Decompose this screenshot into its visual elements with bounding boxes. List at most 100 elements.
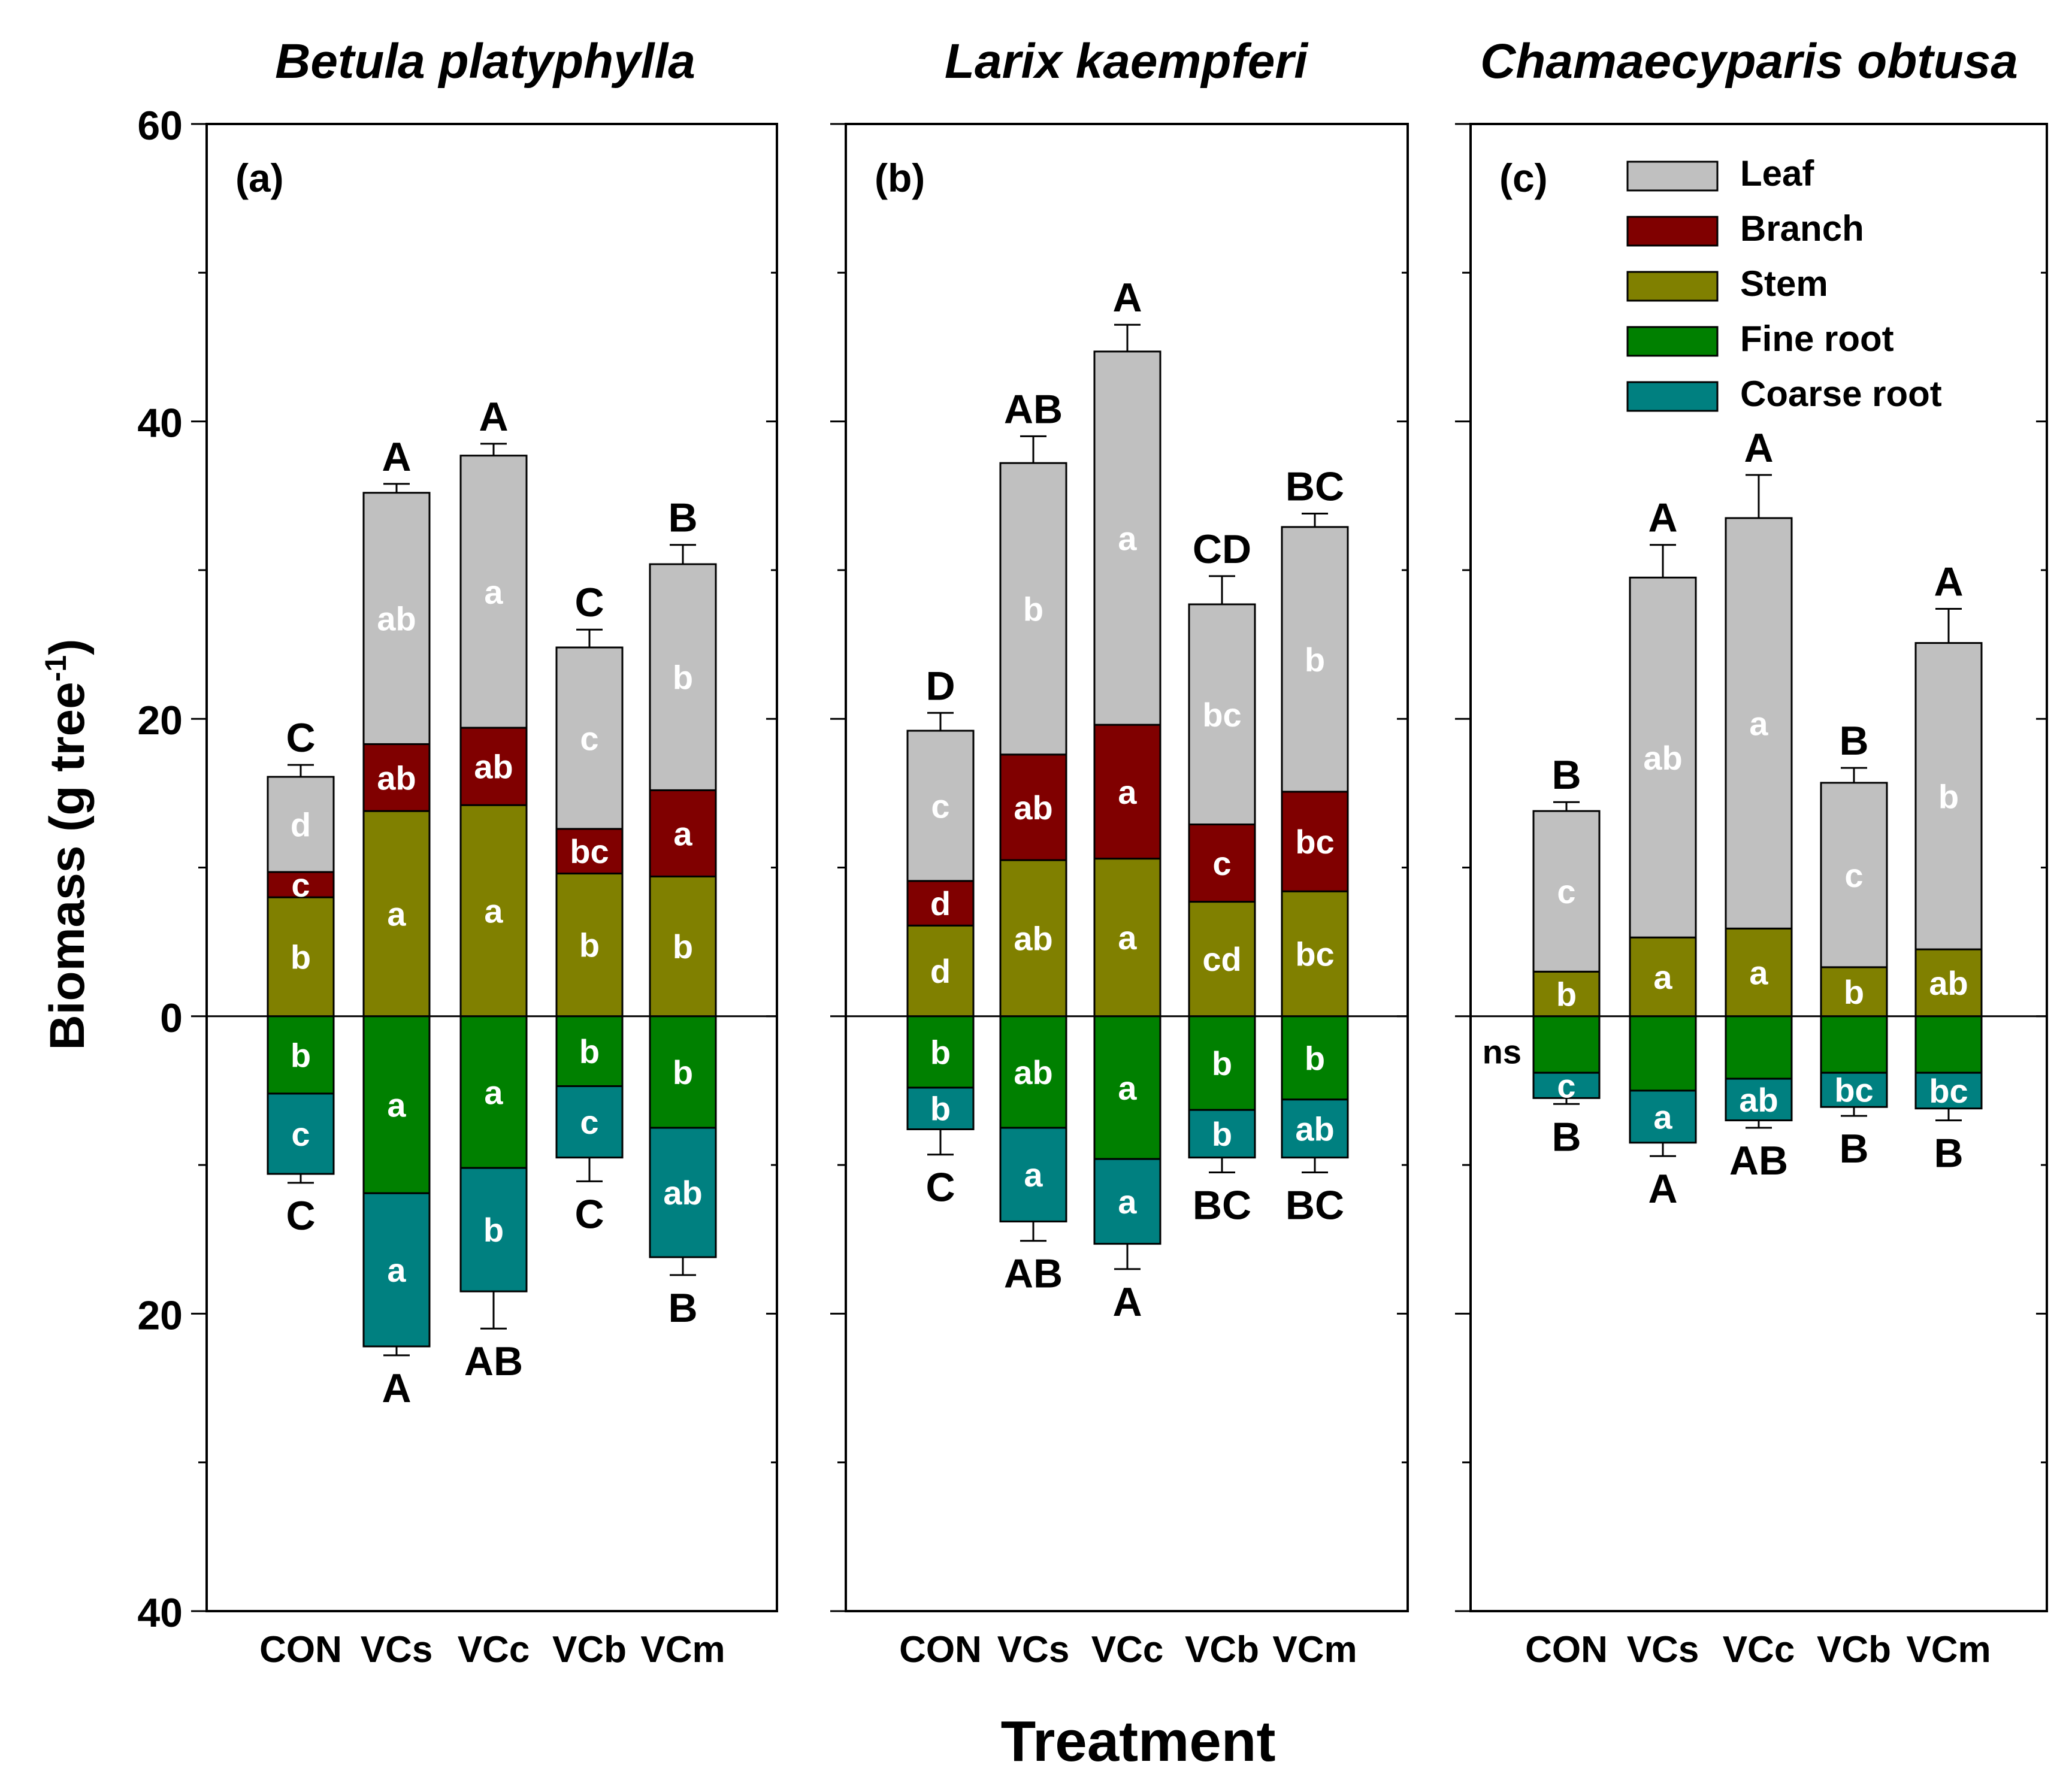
bar-stem [1093, 858, 1161, 1018]
bar-coarse-root [1532, 1071, 1601, 1099]
segment-letter-stem: b [1844, 973, 1864, 1011]
segment-letter-coarse-root: b [483, 1211, 504, 1249]
segment-letter-leaf: b [1938, 777, 1959, 815]
total-letter-above: CD [1193, 526, 1251, 572]
x-axis-label: Treatment [1001, 1709, 1276, 1773]
x-tick-label-con: CON [1525, 1629, 1608, 1670]
segment-letter-leaf: ab [1643, 739, 1682, 777]
bar-coarse-root [1093, 1158, 1161, 1245]
total-letter-below: A [1112, 1279, 1142, 1325]
bar-coarse-root [1188, 1109, 1256, 1159]
segment-letter-branch: bc [1295, 823, 1334, 861]
panel-title: Chamaecyparis obtusa [1480, 34, 2018, 89]
bar-leaf [999, 462, 1067, 756]
x-tick-label-vcb: VCb [552, 1629, 627, 1670]
legend-label-stem: Stem [1740, 264, 1828, 304]
segment-letter-leaf: b [1023, 590, 1043, 628]
total-letter-below: A [382, 1366, 411, 1411]
bar-group-vcc: a a Aab AB [1725, 425, 1793, 1183]
bar-coarse-root [1629, 1089, 1697, 1144]
segment-letter-fine-root: b [673, 1054, 693, 1091]
bar-stem [1914, 948, 1983, 1018]
x-tick-label-con: CON [899, 1629, 982, 1670]
y-axis-label-sup: -1 [39, 655, 72, 682]
y-axis-label: Biomass (g tree-1) [39, 639, 95, 1051]
bar-coarse-root [555, 1085, 624, 1159]
segment-letter-leaf: c [580, 719, 598, 757]
bar-fine-root [999, 1015, 1067, 1129]
bar-group-vcm: ab b Abc B [1914, 559, 1983, 1176]
panel-label: (b) [875, 156, 925, 200]
segment-letter-branch: ab [377, 759, 416, 797]
total-letter-above: B [1839, 718, 1868, 764]
bar-branch [362, 743, 431, 812]
legend-label-leaf: Leaf [1740, 153, 1814, 193]
chart-panel-2: Larix kaempferi(b)CON VCs VCc VCb VCmddcDbbC… [830, 34, 1409, 1670]
bar-coarse-root [906, 1086, 975, 1131]
bar-group-vcs: ab ab b AB ab a AB [999, 386, 1067, 1297]
x-tick-label-vcs: VCs [361, 1629, 433, 1670]
total-letter-below: C [286, 1193, 315, 1239]
bar-group-vcm: bc bc b BC b ab BC [1281, 464, 1349, 1228]
bar-fine-root [1629, 1015, 1697, 1092]
total-letter-above: A [382, 434, 411, 480]
bar-coarse-root [999, 1127, 1067, 1222]
total-letter-below: BC [1285, 1183, 1344, 1228]
segment-letter-leaf: d [291, 806, 311, 843]
segment-letter-branch: a [673, 815, 692, 852]
legend-swatch-stem [1626, 271, 1719, 302]
bar-group-vcc: a a a Aa a A [1093, 275, 1161, 1325]
y-tick-label: 40 [137, 1590, 183, 1636]
segment-letter-coarse-root: bc [1834, 1071, 1873, 1109]
legend-label-coarse-root: Coarse root [1740, 374, 1942, 414]
bar-group-vcs: a ab ab Aa a A [362, 434, 431, 1411]
total-letter-below: A [1648, 1166, 1677, 1212]
bar-stem [1629, 936, 1697, 1018]
segment-letter-leaf: b [1305, 641, 1325, 679]
segment-letter-stem: a [1653, 958, 1672, 996]
segment-letter-coarse-root: ab [663, 1174, 702, 1212]
total-letter-below: C [574, 1191, 604, 1237]
x-tick-label-vcm: VCm [1906, 1629, 1991, 1670]
bar-leaf [1820, 782, 1888, 968]
total-letter-below: B [1839, 1126, 1868, 1172]
segment-letter-coarse-root: a [387, 1251, 406, 1289]
total-letter-below: B [1934, 1131, 1963, 1176]
segment-letter-coarse-root: c [291, 1115, 310, 1153]
x-tick-label-vcm: VCm [1272, 1629, 1357, 1670]
bar-stem [906, 924, 975, 1018]
total-letter-below: B [1551, 1114, 1581, 1160]
segment-letter-branch: ab [1014, 789, 1052, 827]
total-letter-above: A [1934, 559, 1963, 604]
segment-letter-stem: a [1749, 954, 1768, 992]
bar-stem [1281, 890, 1349, 1018]
bar-stem [1188, 901, 1256, 1018]
total-letter-above: B [668, 495, 697, 541]
segment-letter-stem: a [1118, 919, 1137, 956]
segment-letter-leaf: ab [377, 600, 416, 638]
bar-leaf [649, 563, 717, 791]
legend-swatch-branch [1626, 216, 1719, 247]
total-letter-below: B [668, 1285, 697, 1331]
y-tick-label: 0 [160, 995, 183, 1041]
segment-letter-branch: bc [570, 833, 609, 870]
segment-letter-coarse-root: a [1118, 1183, 1137, 1221]
panel-label: (a) [235, 156, 284, 200]
bar-coarse-root [1725, 1077, 1793, 1122]
segment-letter-stem: ab [1929, 964, 1968, 1002]
bar-leaf [1914, 642, 1983, 950]
y-tick-label: 20 [137, 698, 183, 743]
segment-letter-leaf: bc [1202, 696, 1241, 734]
y-tick-label: 40 [137, 401, 183, 446]
total-letter-below: BC [1193, 1183, 1251, 1228]
bar-branch [1281, 791, 1349, 892]
bar-leaf [267, 776, 335, 873]
segment-letter-stem: bc [1295, 936, 1334, 973]
total-letter-above: C [286, 715, 315, 761]
segment-letter-coarse-root: ab [1739, 1081, 1778, 1119]
bar-stem [1820, 966, 1888, 1018]
bar-leaf [1629, 576, 1697, 939]
segment-letter-branch: c [1212, 844, 1231, 882]
